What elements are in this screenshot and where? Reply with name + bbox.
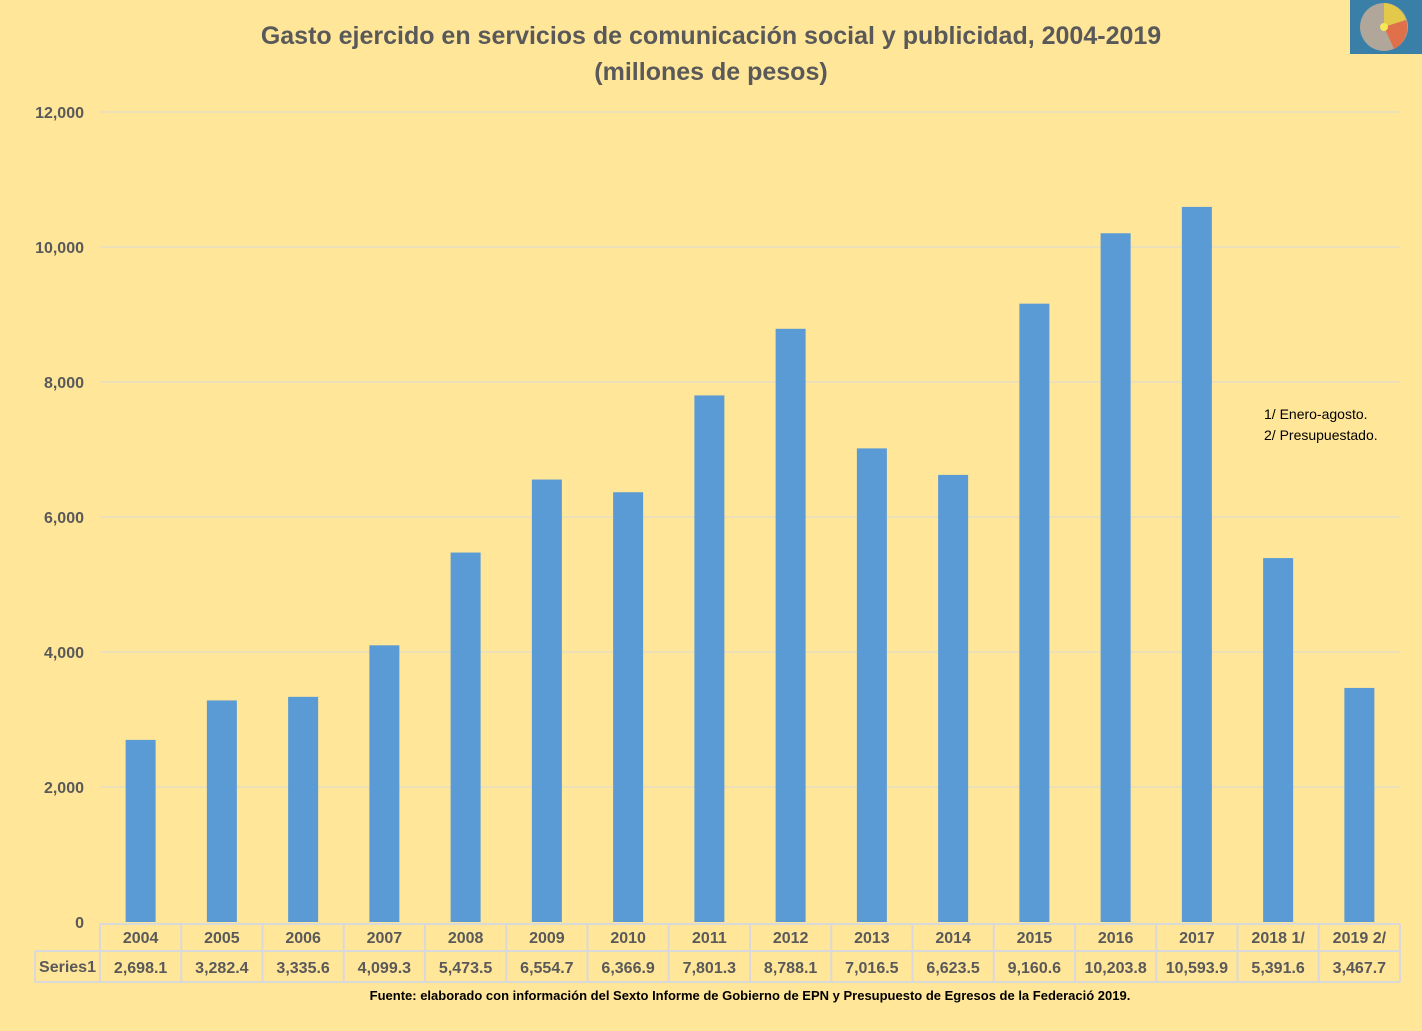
x-tick-label: 2008: [448, 930, 484, 947]
x-tick-label: 2019 2/: [1333, 930, 1387, 947]
bar: [369, 645, 400, 922]
data-label: 7,801.3: [683, 960, 736, 977]
data-label: 5,391.6: [1251, 960, 1304, 977]
x-tick-label: 2012: [773, 930, 809, 947]
x-tick-label: 2011: [692, 930, 727, 947]
series-label: Series1: [39, 959, 96, 976]
y-tick-label: 12,000: [35, 105, 84, 122]
y-tick-label: 6,000: [44, 510, 84, 527]
bar: [856, 448, 887, 922]
bar: [1181, 206, 1212, 922]
footnote-2: 2/ Presupuestado.: [1264, 427, 1378, 443]
x-tick-label: 2018 1/: [1251, 930, 1305, 947]
footnote-1: 1/ Enero-agosto.: [1264, 406, 1368, 422]
data-label: 10,593.9: [1166, 960, 1228, 977]
bar: [1344, 687, 1375, 922]
data-label: 3,335.6: [276, 960, 329, 977]
bar: [206, 700, 237, 922]
data-label: 7,016.5: [845, 960, 898, 977]
bar: [531, 479, 562, 922]
y-tick-label: 4,000: [44, 645, 84, 662]
bar: [1263, 558, 1294, 922]
data-label: 9,160.6: [1008, 960, 1061, 977]
data-label: 6,623.5: [926, 960, 979, 977]
x-tick-label: 2004: [123, 930, 159, 947]
y-tick-label: 10,000: [35, 240, 84, 257]
x-tick-label: 2016: [1098, 930, 1134, 947]
bar: [288, 696, 319, 922]
source-note: Fuente: elaborado con información del Se…: [369, 988, 1131, 1003]
data-label: 5,473.5: [439, 960, 492, 977]
x-tick-label: 2006: [285, 930, 321, 947]
bar: [775, 328, 806, 923]
x-tick-label: 2013: [854, 930, 890, 947]
data-label: 2,698.1: [114, 960, 167, 977]
data-label: 3,282.4: [195, 960, 248, 977]
data-label: 6,554.7: [520, 960, 573, 977]
y-tick-label: 2,000: [44, 780, 84, 797]
bar: [450, 552, 481, 922]
subtitle-line: (millones de pesos): [594, 58, 828, 86]
x-tick-label: 2014: [935, 930, 971, 947]
data-label: 6,366.9: [601, 960, 654, 977]
x-tick-label: 2017: [1179, 930, 1215, 947]
x-tick-label: 2007: [367, 930, 403, 947]
data-label: 8,788.1: [764, 960, 817, 977]
bar: [694, 395, 725, 923]
data-label: 3,467.7: [1333, 960, 1386, 977]
bar: [938, 474, 969, 922]
bar: [613, 492, 644, 922]
logo-icon: [1350, 0, 1422, 54]
data-label: 10,203.8: [1084, 960, 1146, 977]
footnotes: 1/ Enero-agosto. 2/ Presupuestado.: [1264, 404, 1378, 446]
chart-title: Gasto ejercido en servicios de comunicac…: [0, 18, 1422, 90]
bar: [1100, 233, 1131, 922]
x-tick-label: 2009: [529, 930, 565, 947]
y-tick-label: 0: [75, 915, 84, 932]
x-tick-label: 2005: [204, 930, 240, 947]
data-label: 4,099.3: [358, 960, 411, 977]
bar: [1019, 303, 1050, 922]
bar: [125, 739, 156, 922]
y-tick-label: 8,000: [44, 375, 84, 392]
x-tick-label: 2015: [1017, 930, 1053, 947]
title-line: Gasto ejercido en servicios de comunicac…: [260, 22, 1162, 50]
x-tick-label: 2010: [610, 930, 646, 947]
